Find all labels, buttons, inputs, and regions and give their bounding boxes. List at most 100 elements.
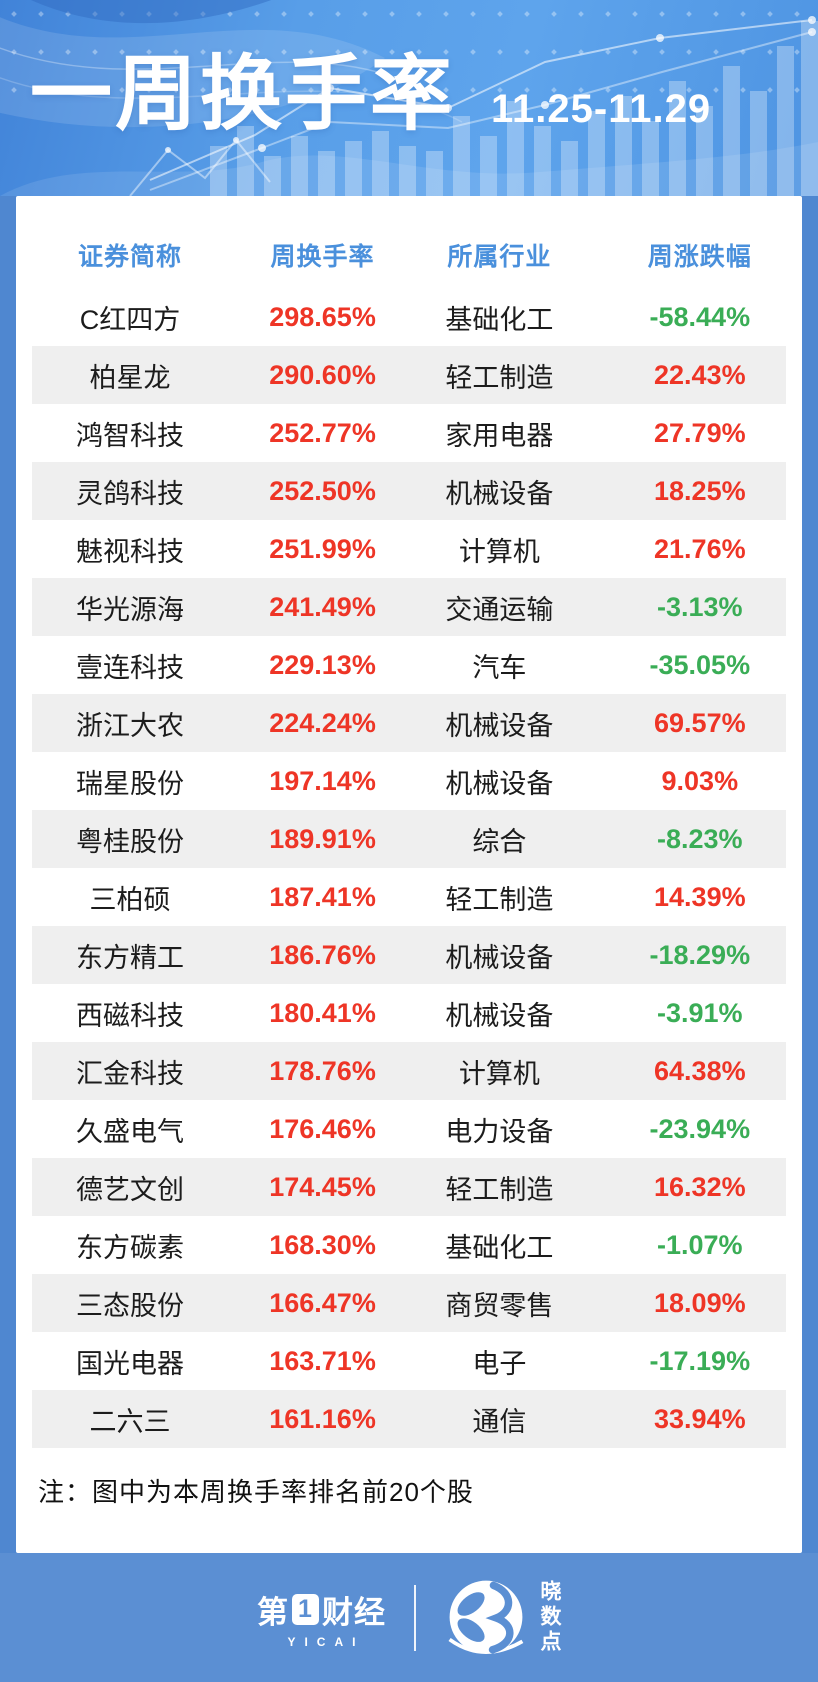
table-cell-turnover: 189.91% — [269, 823, 376, 854]
table-cell-change: -58.44% — [649, 301, 751, 332]
table-cell-turnover: 186.76% — [269, 939, 376, 970]
yicai-logo-subtext: YICAI — [287, 1634, 365, 1649]
column-header-change: 周涨跌幅 — [647, 243, 752, 271]
table-cell-industry: 机械设备 — [445, 478, 554, 509]
table-row: 久盛电气 176.46% 电力设备 -23.94% — [16, 1100, 802, 1158]
xiaoshudian-logo-text: 晓数点 — [538, 1580, 562, 1655]
table-cell-turnover: 178.76% — [269, 1055, 376, 1086]
table-row: 二六三 161.16% 通信 33.94% — [16, 1390, 802, 1448]
table-cell-industry: 机械设备 — [445, 1000, 554, 1031]
table-cell-name: 东方精工 — [75, 942, 184, 973]
table-cell-change: -18.29% — [649, 939, 751, 970]
table-cell-change: 14.39% — [654, 881, 746, 912]
table-cell-change: 69.57% — [654, 707, 746, 738]
table-cell-industry: 家用电器 — [445, 420, 554, 451]
data-table-card: 证券简称 周换手率 所属行业 周涨跌幅 C红四方 298.65% 基础化工 -58.4… — [16, 196, 802, 1553]
table-row: 东方精工 186.76% 机械设备 -18.29% — [16, 926, 802, 984]
table-cell-name: 西磁科技 — [75, 1000, 184, 1031]
dot-grid — [0, 0, 818, 112]
table-row: 灵鸽科技 252.50% 机械设备 18.25% — [16, 462, 802, 520]
table-cell-turnover: 168.30% — [269, 1229, 376, 1260]
table-cell-change: -23.94% — [649, 1113, 751, 1144]
table-cell-industry: 基础化工 — [445, 1232, 554, 1263]
table-rows: C红四方 298.65% 基础化工 -58.44% 柏星龙 290.60% 轻工制造 22.4… — [16, 288, 802, 1448]
table-cell-industry: 轻工制造 — [445, 1174, 554, 1205]
table-cell-industry: 轻工制造 — [445, 884, 554, 915]
table-cell-name: 二六三 — [89, 1406, 171, 1437]
line-chart-decoration — [129, 16, 816, 196]
table-cell-turnover: 163.71% — [269, 1345, 376, 1376]
table-row: 鸿智科技 252.77% 家用电器 27.79% — [16, 404, 802, 462]
header-decoration-chart — [0, 0, 818, 196]
table-row: 浙江大农 224.24% 机械设备 69.57% — [16, 694, 802, 752]
table-cell-change: -8.23% — [657, 823, 743, 854]
table-cell-industry: 汽车 — [472, 652, 527, 683]
table-cell-change: 27.79% — [654, 417, 746, 448]
table-cell-name: 浙江大农 — [75, 710, 184, 741]
table-cell-name: 德艺文创 — [75, 1174, 184, 1205]
table-cell-industry: 通信 — [472, 1406, 527, 1437]
page-title: 一周换手率 — [30, 49, 456, 140]
table-cell-change: -1.07% — [657, 1229, 743, 1260]
xs-circle-icon — [448, 1580, 524, 1654]
table-cell-name: 魅视科技 — [75, 536, 184, 567]
table-cell-name: 灵鸽科技 — [75, 478, 184, 509]
column-header-turnover: 周换手率 — [270, 243, 375, 271]
table-cell-name: 瑞星股份 — [75, 768, 184, 799]
table-cell-turnover: 252.77% — [269, 417, 376, 448]
table-cell-turnover: 174.45% — [269, 1171, 376, 1202]
table-cell-name: C红四方 — [79, 304, 181, 335]
bar-chart-decoration — [210, 21, 818, 196]
table-row: 三柏硕 187.41% 轻工制造 14.39% — [16, 868, 802, 926]
table-cell-turnover: 224.24% — [269, 707, 376, 738]
table-row: 东方碳素 168.30% 基础化工 -1.07% — [16, 1216, 802, 1274]
table-cell-industry: 商贸零售 — [445, 1290, 554, 1321]
table-row: 汇金科技 178.76% 计算机 64.38% — [16, 1042, 802, 1100]
footnote: 注：图中为本周换手率排名前20个股 — [38, 1477, 474, 1507]
table-cell-turnover: 176.46% — [269, 1113, 376, 1144]
table-cell-industry: 综合 — [472, 826, 527, 857]
table-cell-change: 9.03% — [661, 765, 739, 796]
column-header-industry: 所属行业 — [447, 243, 552, 271]
table-row: 国光电器 163.71% 电子 -17.19% — [16, 1332, 802, 1390]
table-cell-turnover: 252.50% — [269, 475, 376, 506]
table-cell-industry: 基础化工 — [445, 304, 554, 335]
table-cell-industry: 轻工制造 — [445, 362, 554, 393]
table-header-row: 证券简称 周换手率 所属行业 周涨跌幅 — [16, 196, 802, 288]
table-row: 三态股份 166.47% 商贸零售 18.09% — [16, 1274, 802, 1332]
table-cell-turnover: 290.60% — [269, 359, 376, 390]
table-cell-name: 国光电器 — [75, 1348, 184, 1379]
table-cell-change: -35.05% — [649, 649, 751, 680]
table-cell-name: 粤桂股份 — [75, 826, 184, 857]
table-row: 魅视科技 251.99% 计算机 21.76% — [16, 520, 802, 578]
table-cell-industry: 计算机 — [458, 1058, 540, 1089]
table-row: 华光源海 241.49% 交通运输 -3.13% — [16, 578, 802, 636]
table-cell-turnover: 298.65% — [269, 301, 376, 332]
table-cell-change: 18.09% — [654, 1287, 746, 1318]
table-cell-industry: 机械设备 — [445, 942, 554, 973]
table-cell-turnover: 180.41% — [269, 997, 376, 1028]
table-cell-change: -3.13% — [657, 591, 743, 622]
column-header-name: 证券简称 — [77, 243, 182, 271]
table-cell-turnover: 229.13% — [269, 649, 376, 680]
yicai-one-icon: 1 — [291, 1593, 319, 1625]
table-cell-change: -3.91% — [657, 997, 743, 1028]
table-cell-industry: 机械设备 — [445, 710, 554, 741]
table-cell-turnover: 251.99% — [269, 533, 376, 564]
table-cell-industry: 电力设备 — [445, 1116, 554, 1147]
table-cell-name: 华光源海 — [75, 594, 184, 625]
table-cell-name: 柏星龙 — [89, 362, 171, 393]
table-cell-industry: 交通运输 — [445, 594, 554, 625]
table-cell-name: 三柏硕 — [89, 884, 171, 915]
table-cell-change: -17.19% — [649, 1345, 751, 1376]
table-cell-name: 三态股份 — [75, 1290, 184, 1321]
table-cell-turnover: 187.41% — [269, 881, 376, 912]
footer-bar: 第 1 财经 YICAI 晓数点 — [0, 1553, 818, 1682]
table-cell-name: 东方碳素 — [75, 1232, 184, 1263]
yicai-logo-text-pre: 第 — [256, 1594, 289, 1630]
table-cell-industry: 电子 — [472, 1348, 527, 1379]
table-row: 壹连科技 229.13% 汽车 -35.05% — [16, 636, 802, 694]
table-row: 柏星龙 290.60% 轻工制造 22.43% — [16, 346, 802, 404]
table-cell-name: 壹连科技 — [75, 652, 184, 683]
